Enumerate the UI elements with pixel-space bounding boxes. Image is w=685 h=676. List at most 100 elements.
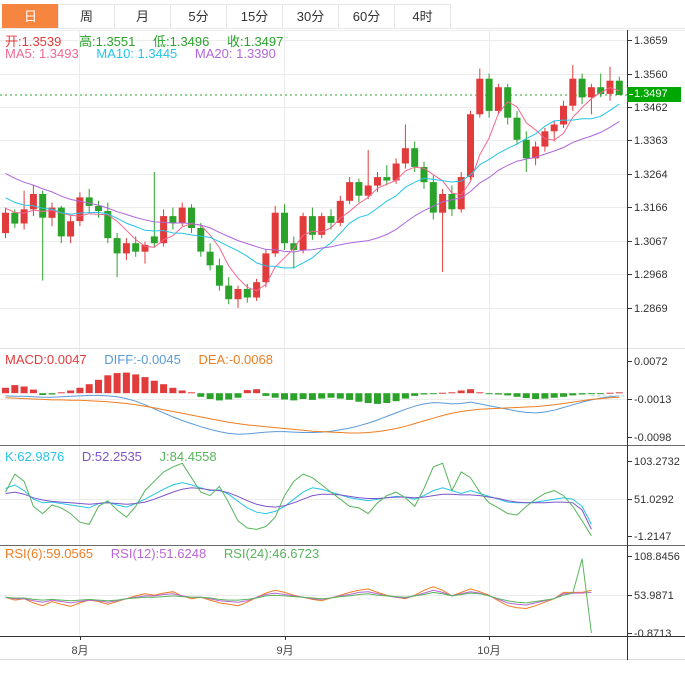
rsi12-value: RSI(12):51.6248 [110, 546, 207, 561]
month-tick [285, 636, 286, 640]
month-label: 10月 [477, 645, 501, 657]
y-axis-label: -0.0013 [634, 394, 672, 406]
y-axis-label: -0.0098 [634, 432, 672, 444]
month-tick [80, 636, 81, 640]
d-value: D:52.2535 [81, 449, 142, 464]
axis-tick [628, 140, 632, 141]
h-gridline [0, 107, 627, 108]
y-axis-line [627, 30, 628, 660]
rsi-legend: RSI(6):59.0565 RSI(12):51.6248 RSI(24):4… [5, 546, 333, 561]
rsi24-value: RSI(24):46.6723 [223, 546, 320, 561]
month-label: 9月 [276, 645, 294, 657]
ma10-value: MA10: 1.3445 [96, 46, 178, 61]
y-axis-label: 1.3659 [634, 35, 668, 47]
y-axis-label: 108.8456 [634, 551, 680, 563]
y-axis-label: 1.3560 [634, 69, 668, 81]
y-axis-label: 1.2869 [634, 303, 668, 315]
tab-day[interactable]: 日 [2, 4, 59, 29]
macd-chart[interactable] [0, 350, 627, 445]
macd-legend: MACD:0.0047 DIFF:-0.0045 DEA:-0.0068 [5, 352, 287, 367]
month-label: 8月 [71, 645, 89, 657]
y-axis-label: 1.3363 [634, 135, 668, 147]
axis-tick [628, 174, 632, 175]
macd-kdj-divider [0, 445, 685, 446]
main-macd-divider [0, 348, 685, 349]
footer-border [0, 659, 685, 660]
tab-60min[interactable]: 60分 [338, 4, 395, 29]
h-gridline [0, 499, 627, 500]
y-axis-label: 0.0072 [634, 356, 668, 368]
axis-tick [628, 40, 632, 41]
month-gridline [284, 30, 285, 636]
axis-tick [628, 437, 632, 438]
ma20-value: MA20: 1.3390 [194, 46, 276, 61]
axis-tick [628, 399, 632, 400]
y-axis-label: -1.2147 [634, 531, 672, 543]
y-axis-label: 1.3462 [634, 102, 668, 114]
tab-15min[interactable]: 15分 [226, 4, 283, 29]
h-gridline [0, 595, 627, 596]
axis-tick [628, 461, 632, 462]
x-axis-line [0, 636, 685, 637]
badge-price: 1.3497 [634, 88, 668, 100]
h-gridline [0, 140, 627, 141]
kdj-legend: K:62.9876 D:52.2535 J:84.4558 [5, 449, 231, 464]
macd-value: MACD:0.0047 [5, 352, 87, 367]
month-gridline [79, 30, 80, 636]
y-axis-label: 1.3264 [634, 169, 668, 181]
axis-tick [628, 499, 632, 500]
tab-4hour[interactable]: 4时 [394, 4, 451, 29]
axis-tick [628, 107, 632, 108]
chart-top-border [0, 30, 685, 31]
h-gridline [0, 74, 627, 75]
month-gridline [489, 30, 490, 636]
tab-5min[interactable]: 5分 [170, 4, 227, 29]
h-gridline [0, 274, 627, 275]
h-gridline [0, 40, 627, 41]
axis-tick [628, 595, 632, 596]
axis-tick [628, 308, 632, 309]
ohlc-legend: 开:1.3539 高:1.3551 低:1.3496 收:1.3497 [5, 31, 297, 50]
kdj-rsi-divider [0, 545, 685, 546]
axis-tick [628, 556, 632, 557]
period-tabbar: 日 周 月 5分 15分 30分 60分 4时 [2, 4, 451, 29]
candlestick-chart[interactable] [0, 30, 627, 348]
ma5-value: MA5: 1.3493 [5, 46, 79, 61]
h-gridline [0, 207, 627, 208]
ma-legend: MA5: 1.3493 MA10: 1.3445 MA20: 1.3390 [5, 46, 290, 61]
tab-month[interactable]: 月 [114, 4, 171, 29]
dea-value: DEA:-0.0068 [198, 352, 273, 367]
axis-tick [628, 633, 632, 634]
axis-tick [628, 361, 632, 362]
diff-value: DIFF:-0.0045 [104, 352, 181, 367]
badge-tick [629, 93, 633, 95]
high-value: 高:1.3551 [79, 34, 136, 49]
open-value: 开:1.3539 [5, 34, 62, 49]
y-axis-label: 1.3067 [634, 236, 668, 248]
y-axis-label: 1.2968 [634, 269, 668, 281]
axis-tick [628, 74, 632, 75]
y-axis-label: 51.0292 [634, 494, 674, 506]
y-axis-label: -0.8713 [634, 628, 672, 640]
close-value: 收:1.3497 [227, 34, 284, 49]
y-axis-label: 1.3166 [634, 202, 668, 214]
rsi6-value: RSI(6):59.0565 [5, 546, 94, 561]
h-gridline [0, 241, 627, 242]
k-value: K:62.9876 [5, 449, 65, 464]
h-gridline [0, 174, 627, 175]
low-value: 低:1.3496 [153, 34, 210, 49]
tabbar-divider [0, 28, 685, 29]
tab-week[interactable]: 周 [58, 4, 115, 29]
y-axis-label: 53.9871 [634, 590, 674, 602]
rsi-chart[interactable] [0, 546, 627, 637]
y-axis-label: 103.2732 [634, 456, 680, 468]
axis-tick [628, 274, 632, 275]
h-gridline [0, 308, 627, 309]
axis-tick [628, 241, 632, 242]
kdj-chart[interactable] [0, 446, 627, 545]
month-tick [489, 636, 490, 640]
tab-30min[interactable]: 30分 [282, 4, 339, 29]
current-price-badge: 1.3497 [627, 87, 681, 102]
axis-tick [628, 536, 632, 537]
j-value: J:84.4558 [159, 449, 217, 464]
